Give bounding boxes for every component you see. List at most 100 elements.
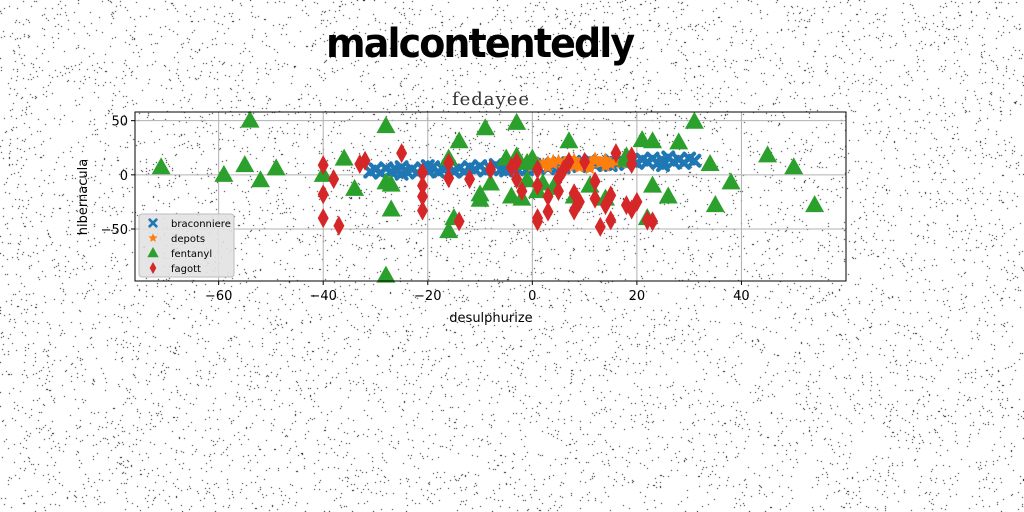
legend-label: fagott <box>171 264 201 275</box>
series-fentanyl <box>151 110 825 283</box>
y-axis-label: hibernacula <box>76 159 91 235</box>
fagott-point <box>317 155 329 176</box>
fagott-point <box>532 159 544 180</box>
fagott-point <box>589 188 601 209</box>
fentanyl-point <box>481 173 500 191</box>
fentanyl-point <box>240 110 260 128</box>
fentanyl-point <box>507 112 527 130</box>
fagott-point <box>605 210 617 231</box>
fentanyl-point <box>805 195 825 213</box>
fagott-point <box>317 208 329 229</box>
fentanyl-point <box>381 199 401 217</box>
fagott-point <box>594 216 606 237</box>
fagott-point <box>328 169 340 190</box>
depots-point <box>546 153 561 167</box>
fentanyl-point <box>517 152 537 170</box>
braconniere-point <box>656 158 670 173</box>
fentanyl-point <box>381 174 401 192</box>
axis-ticks: −60 −40 −20 0 20 40 50 0 −50 <box>101 115 750 304</box>
legend-box <box>138 213 235 278</box>
fagott-point <box>359 150 371 171</box>
fentanyl-point <box>250 170 270 188</box>
fentanyl-point <box>684 111 704 129</box>
fagott-point <box>317 184 329 205</box>
braconniere-point <box>394 166 409 181</box>
y-tick-label: 0 <box>120 169 128 184</box>
fentanyl-point <box>376 265 396 283</box>
plot-area <box>151 110 825 283</box>
fagott-point <box>417 162 429 183</box>
fentanyl-point <box>475 118 495 136</box>
fagott-point <box>589 171 601 192</box>
fentanyl-point <box>449 131 469 149</box>
fentanyl-point <box>700 154 720 171</box>
legend-marker-braconniere <box>148 218 158 228</box>
fentanyl-point <box>266 158 286 176</box>
fentanyl-point <box>345 178 365 196</box>
fagott-point <box>532 175 544 196</box>
fagott-point <box>647 211 659 232</box>
fagott-point <box>631 191 643 212</box>
fentanyl-point <box>151 157 171 175</box>
legend: braconniere depots fentanyl fagott <box>138 213 235 278</box>
fagott-point <box>417 186 429 207</box>
fagott-point <box>485 159 496 180</box>
fentanyl-point <box>439 221 459 239</box>
fagott-point <box>579 151 591 172</box>
x-tick-label: −60 <box>205 289 232 304</box>
fagott-point <box>443 152 455 173</box>
fagott-point <box>417 200 429 221</box>
chart-title: fedayee <box>452 89 530 110</box>
fagott-point <box>626 154 638 174</box>
fentanyl-point <box>669 132 689 150</box>
fagott-point <box>573 191 585 212</box>
fentanyl-point <box>658 186 678 204</box>
fentanyl-point <box>235 155 255 173</box>
braconniere-point <box>687 153 702 168</box>
fagott-point <box>552 181 564 202</box>
fagott-point <box>453 211 465 232</box>
fagott-point <box>417 175 429 196</box>
legend-label: depots <box>171 234 205 245</box>
depots-point <box>588 151 602 165</box>
grid-lines <box>135 112 846 281</box>
series-fagott <box>317 143 659 237</box>
fentanyl-point <box>376 116 396 134</box>
fagott-point <box>505 157 517 178</box>
depots-point <box>598 152 613 166</box>
x-tick-label: 0 <box>528 289 536 304</box>
fentanyl-point <box>784 157 804 175</box>
fagott-point <box>333 215 345 236</box>
fentanyl-point <box>214 164 234 182</box>
x-tick-label: 40 <box>733 289 750 304</box>
fagott-point <box>443 168 455 189</box>
fentanyl-point <box>643 131 663 149</box>
fagott-point <box>542 201 554 222</box>
depots-point <box>567 159 581 172</box>
fagott-point <box>511 169 523 190</box>
x-tick-label: −40 <box>309 289 336 304</box>
plot-frame <box>134 111 847 282</box>
fagott-point <box>516 181 528 202</box>
fagott-point <box>464 169 476 190</box>
legend-marker-fentanyl <box>147 247 159 258</box>
legend-marker-fagott <box>149 262 157 274</box>
depots-point <box>598 159 613 172</box>
x-axis-label: desulphurize <box>449 311 532 326</box>
fentanyl-point <box>758 145 778 163</box>
y-tick-label: −50 <box>101 223 128 238</box>
legend-marker-depots <box>148 233 158 242</box>
legend-label: braconniere <box>171 219 231 230</box>
depots-point <box>583 161 597 175</box>
legend-label: fentanyl <box>171 249 212 260</box>
fagott-point <box>610 143 622 164</box>
fagott-point <box>542 186 554 207</box>
fentanyl-point <box>721 172 741 190</box>
fagott-point <box>396 143 408 164</box>
y-tick-label: 50 <box>111 115 128 130</box>
fagott-point <box>605 185 617 206</box>
fentanyl-point <box>705 195 725 213</box>
fagott-point <box>532 208 544 229</box>
fentanyl-point <box>643 175 663 193</box>
